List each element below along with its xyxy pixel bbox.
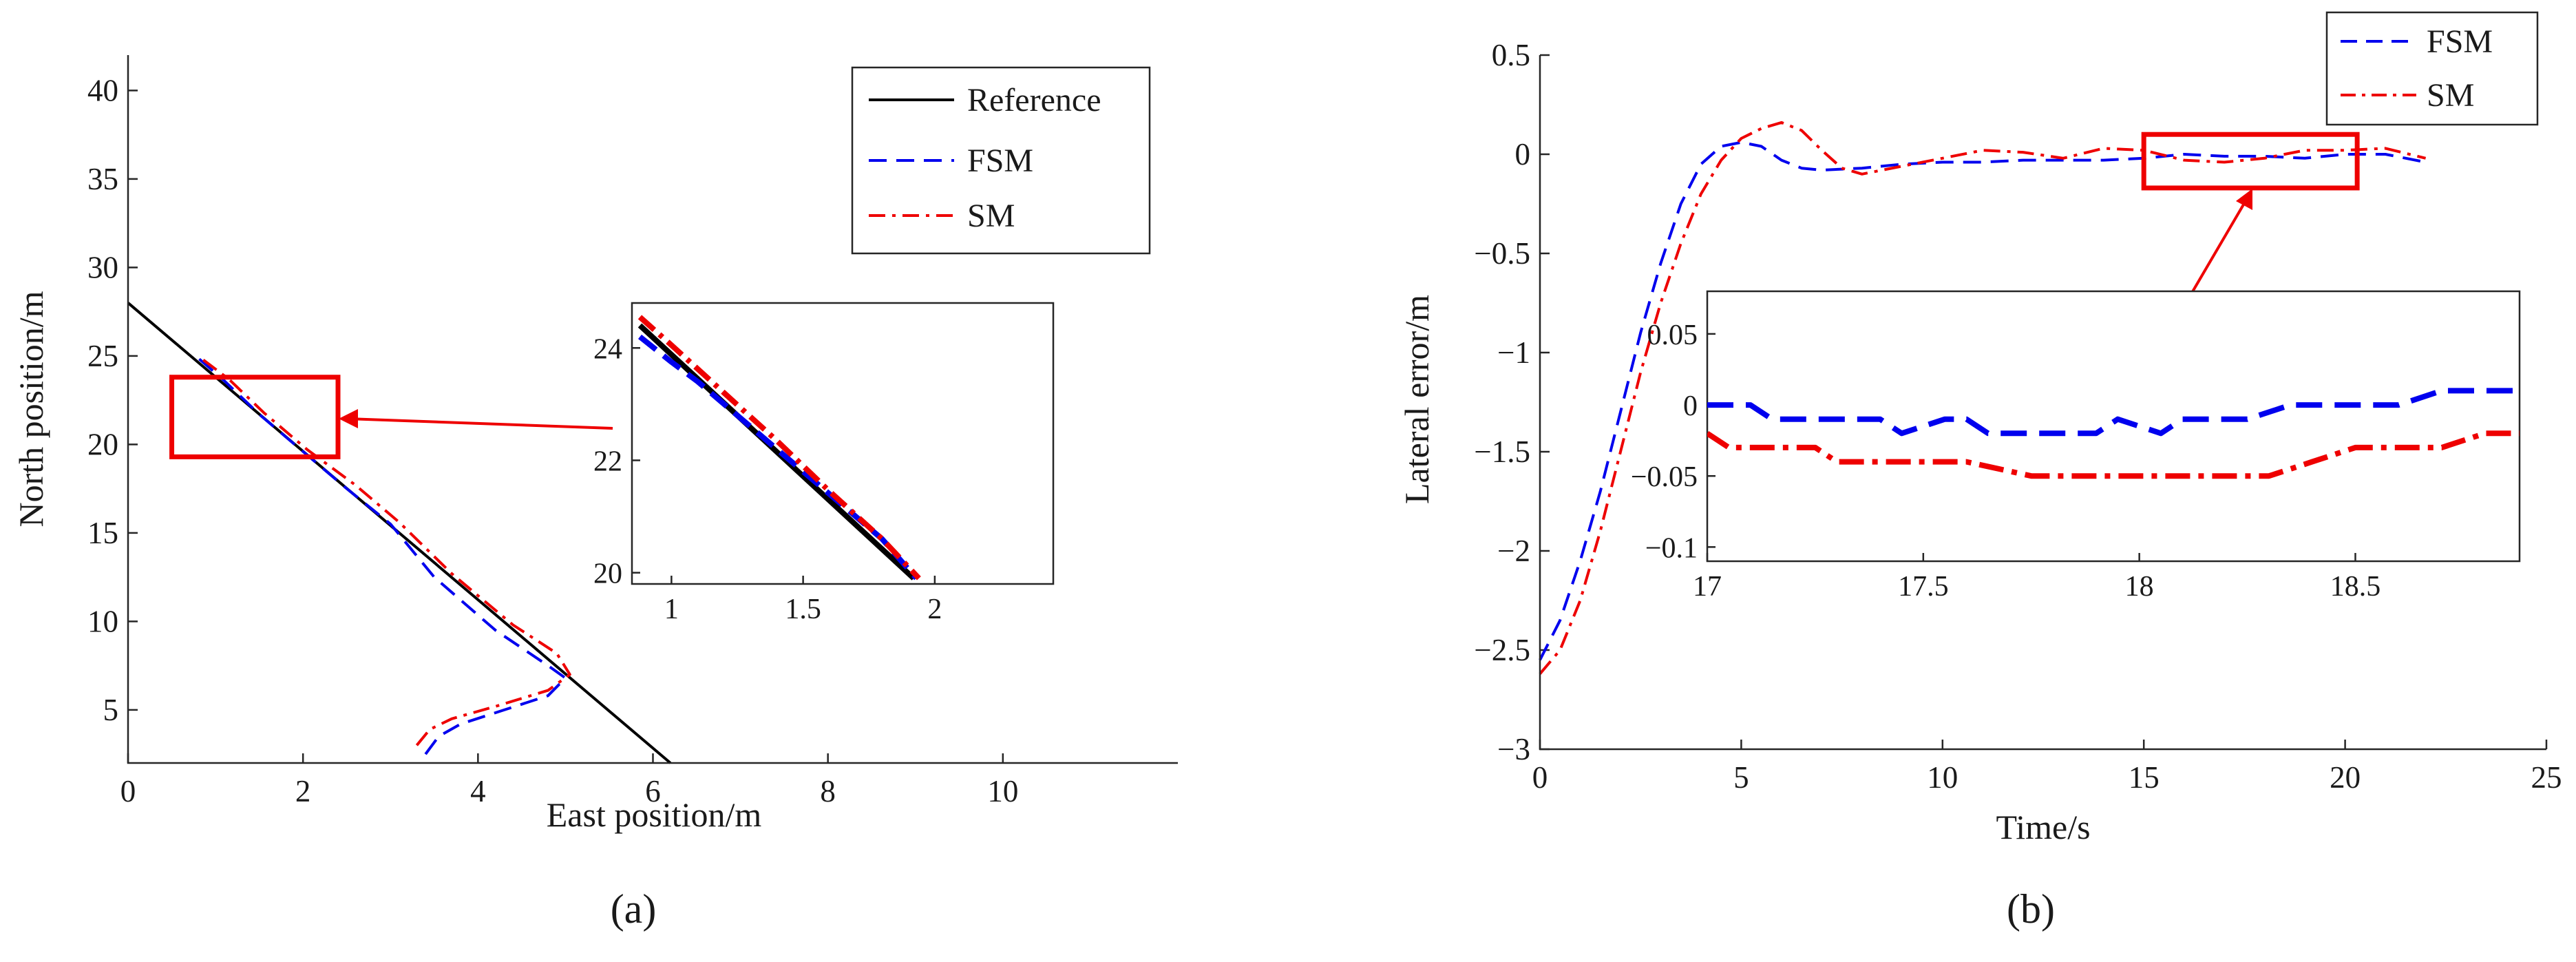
- panel-b-inset-frame: [1706, 290, 2521, 563]
- panel-b-inset-series: [1707, 388, 2520, 479]
- panel-a-label: (a): [611, 886, 657, 932]
- panel-b-ytick-label: 0: [1515, 137, 1531, 171]
- panel-a-inset-ytick-label: 24: [593, 333, 622, 365]
- panel-b-xtick-label: 20: [2330, 760, 2361, 795]
- panel-b-inset-xtick-label: 17.5: [1898, 571, 1949, 603]
- panel-b-inset-ytick-label: −0.1: [1645, 532, 1698, 564]
- panel-a-xtick-label: 0: [120, 774, 136, 808]
- panel-a-inset-frame: [631, 302, 1055, 585]
- panel-a-xtick-label: 6: [645, 774, 661, 808]
- panel-b-ticks: 0 5 10 15 20 25 −3 −2.5 −2 −1.5 −1 −0.5 0 0.5: [1474, 38, 2562, 795]
- panel-b-zoom-arrow: [2188, 200, 2247, 299]
- panel-b-ytick-label: 0.5: [1492, 38, 1530, 72]
- panel-b-ytick-label: −0.5: [1474, 236, 1530, 271]
- panel-a-xlabel: East position/m: [547, 795, 762, 834]
- panel-b-ylabel: Lateral error/m: [1397, 295, 1436, 504]
- panel-a-inset-ytick-label: 20: [593, 558, 622, 590]
- panel-b-xlabel: Time/s: [1996, 808, 2090, 846]
- panel-a-zoom-arrowhead: [339, 409, 358, 428]
- panel-b-xtick-label: 10: [1927, 760, 1958, 795]
- panel-b-inset-series-fsm: [1707, 388, 2520, 437]
- panel-a-ytick-label: 30: [87, 250, 118, 284]
- panel-a-ylabel: North position/m: [12, 291, 50, 527]
- legend-label-reference: Reference: [967, 82, 1101, 118]
- panel-a-inset-xtick-label: 1: [664, 594, 679, 625]
- panel-b-inset: 17 17.5 18 18.5 −0.1 −0.05 0 0.05: [1631, 290, 2521, 603]
- panel-a-series-sm: [197, 355, 571, 746]
- panel-a-xtick-label: 4: [470, 774, 486, 808]
- legend-label-sm-b: SM: [2427, 77, 2474, 114]
- panel-b-xtick-label: 5: [1733, 760, 1749, 795]
- panel-b-ytick-label: −1: [1497, 335, 1530, 370]
- panel-b-xtick-label: 15: [2129, 760, 2160, 795]
- panel-a-inset-series-reference: [637, 323, 916, 581]
- panel-a-zoom-arrow: [347, 417, 613, 430]
- legend-label-sm: SM: [967, 198, 1015, 234]
- panel-b-inset-xtick-label: 18.5: [2330, 571, 2381, 603]
- panel-b: 0 5 10 15 20 25−3−2.5−2−1.5−1−0.500.5 17 17.5 1…: [1397, 11, 2562, 932]
- panel-a-inset-ytick-label: 22: [593, 446, 622, 477]
- panel-a-xtick-label: 10: [987, 774, 1018, 808]
- panel-a-ytick-label: 35: [87, 162, 118, 196]
- panel-b-ytick-label: −3: [1497, 732, 1530, 766]
- panel-a-series-fsm: [192, 353, 567, 755]
- panel-b-inset-ytick-label: 0.05: [1647, 320, 1698, 351]
- panel-b-xtick-label: 25: [2531, 760, 2562, 795]
- panel-a-ytick-label: 25: [87, 339, 118, 373]
- legend-label-fsm: FSM: [967, 143, 1033, 179]
- panel-b-label: (b): [2007, 886, 2055, 932]
- panel-a-ytick-label: 40: [87, 73, 118, 107]
- panel-b-inset-series-sm: [1707, 430, 2520, 479]
- panel-a-xtick-label: 2: [295, 774, 311, 808]
- panel-a-inset: 1 1.5 2 20 22 24: [593, 302, 1055, 625]
- panel-b-ytick-label: −2: [1497, 534, 1530, 568]
- panel-a-inset-series-sm: [637, 315, 921, 581]
- panel-b-ytick-label: −1.5: [1474, 435, 1530, 469]
- panel-b-series-sm: [1539, 121, 2427, 675]
- legend-label-fsm-b: FSM: [2427, 23, 2493, 60]
- panel-b-legend: FSM SM: [2325, 11, 2539, 126]
- panel-b-inset-xtick-label: 18: [2125, 571, 2154, 603]
- panel-b-inset-ytick-label: −0.05: [1631, 461, 1698, 493]
- panel-a-ytick-label: 15: [87, 516, 118, 550]
- panel-b-zoom-arrowhead: [2236, 189, 2252, 210]
- panel-a-axes: [127, 55, 1178, 764]
- panel-a-legend: Reference FSM SM: [851, 66, 1151, 255]
- panel-a-xtick-label: 8: [820, 774, 836, 808]
- panel-b-ytick-label: −2.5: [1474, 633, 1530, 667]
- panel-a-ytick-label: 10: [87, 604, 118, 638]
- panel-a-ytick-label: 5: [103, 693, 119, 727]
- panel-a-inset-ticks: 1 1.5 2 20 22 24: [593, 333, 942, 625]
- panel-a-zoom-box: [169, 375, 341, 459]
- panel-a-inset-xtick-label: 2: [927, 594, 942, 625]
- panel-b-inset-ticks: 17 17.5 18 18.5 −0.1 −0.05 0 0.05: [1631, 320, 2380, 603]
- panel-b-series: [1539, 121, 2427, 675]
- panel-b-axes: [1539, 55, 2546, 751]
- panel-b-inset-xtick-label: 17: [1693, 571, 1722, 603]
- panel-a-inset-series: [637, 315, 921, 581]
- panel-b-legend-box: [2325, 11, 2539, 126]
- panel-a-inset-xtick-label: 1.5: [785, 594, 821, 625]
- panel-b-inset-ytick-label: 0: [1683, 390, 1698, 422]
- panel-b-zoom-box: [2141, 132, 2360, 191]
- panel-a-ytick-label: 20: [87, 427, 118, 461]
- panel-b-xtick-label: 0: [1532, 760, 1548, 795]
